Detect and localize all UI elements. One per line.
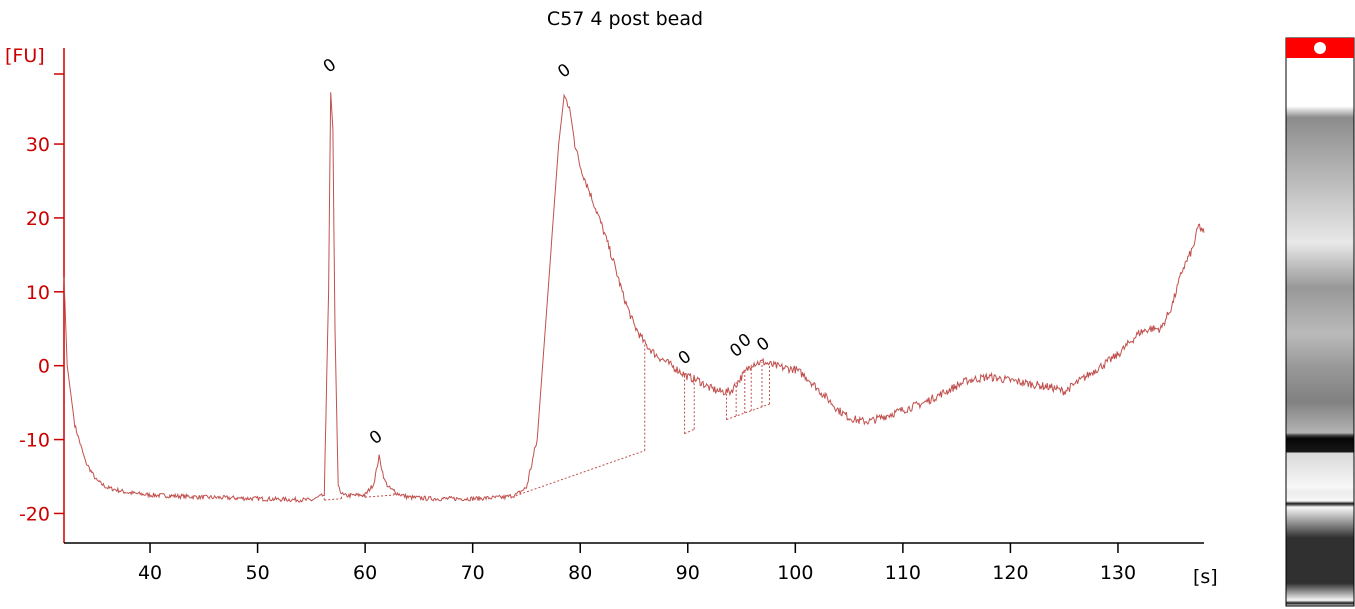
chart-title: C57 4 post bead: [547, 8, 703, 30]
baseline-segment: [365, 494, 395, 498]
trace-line: [63, 92, 1205, 503]
x-tick-label: 70: [461, 562, 485, 584]
x-tick-label: 60: [353, 562, 377, 584]
x-tick-label: 90: [676, 562, 700, 584]
baseline-markers: [323, 343, 771, 501]
gel-lane-frame: [1285, 37, 1355, 607]
x-axis-label: [s]: [1193, 566, 1218, 588]
x-tick-label: 130: [1100, 562, 1136, 584]
baseline-segment: [684, 428, 695, 435]
y-tick-label: -20: [19, 503, 50, 525]
axes: -20 -10 0 10 20 30 40 50 60 70 80 90 100 110 120 130: [19, 48, 1204, 584]
x-tick-label: 80: [568, 562, 592, 584]
x-tick-label: 40: [138, 562, 162, 584]
y-tick-label: -10: [19, 430, 50, 452]
baseline-segment: [726, 403, 770, 421]
peak-label: 0: [366, 426, 386, 449]
x-tick-label: 50: [245, 562, 269, 584]
peak-label: 0: [554, 60, 574, 83]
x-tick-label: 110: [885, 562, 921, 584]
peak-label: 0: [675, 347, 695, 370]
y-tick-label: 30: [26, 134, 50, 156]
baseline-segment: [515, 450, 645, 497]
baseline-segment: [324, 498, 342, 501]
y-tick-label: 10: [26, 282, 50, 304]
gel-lane: [1285, 37, 1355, 607]
y-axis-label: [FU]: [5, 45, 45, 67]
x-tick-label: 100: [777, 562, 813, 584]
y-tick-label: 0: [38, 356, 50, 378]
gel-marker-icon: [1314, 42, 1326, 54]
x-tick-label: 120: [992, 562, 1028, 584]
y-tick-label: 20: [26, 208, 50, 230]
peak-label: 0: [320, 55, 340, 78]
peak-label: 0: [753, 333, 773, 356]
